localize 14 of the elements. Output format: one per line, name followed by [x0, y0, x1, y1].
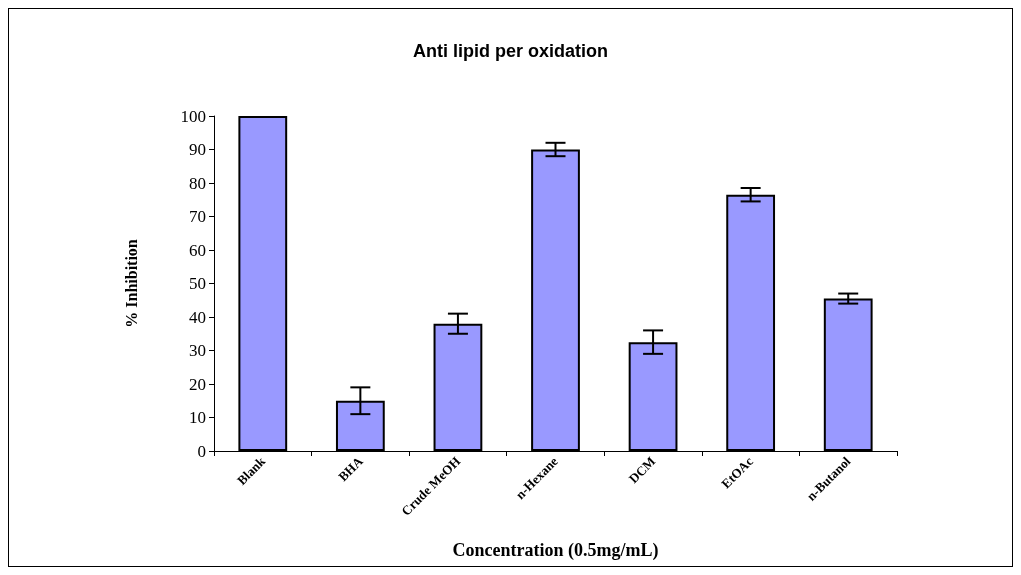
y-tick-label: 60	[189, 240, 206, 260]
y-tick-label: 40	[189, 307, 206, 327]
y-tick-label: 30	[189, 341, 206, 360]
x-axis-title: Concentration (0.5mg/mL)	[452, 540, 659, 561]
y-tick-label: 50	[189, 274, 206, 293]
y-tick-label: 90	[189, 140, 206, 159]
y-tick-label: 80	[189, 173, 206, 193]
y-axis-title: % Inhibition	[122, 239, 140, 328]
y-tick-label: 70	[189, 207, 206, 226]
y-tick-label: 20	[189, 374, 206, 394]
y-tick-label: 0	[197, 441, 206, 461]
y-tick-label: 100	[180, 106, 206, 126]
y-tick-label: 10	[189, 408, 206, 427]
chart-title: Anti lipid per oxidation	[413, 41, 608, 61]
